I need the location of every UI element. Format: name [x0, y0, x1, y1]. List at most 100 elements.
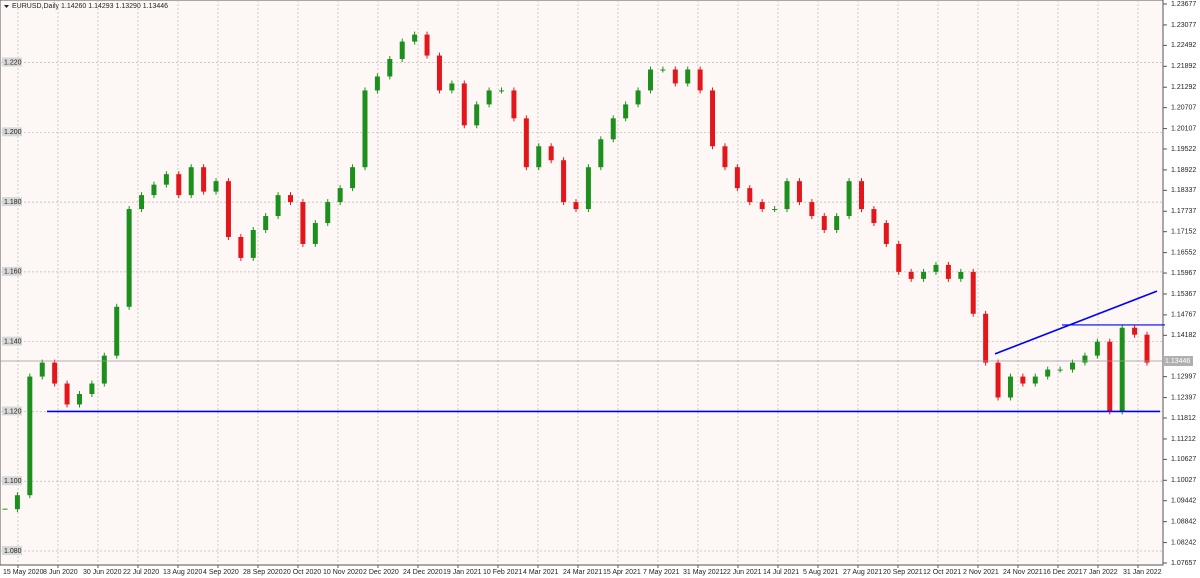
y-tick-label: 1.10027: [1171, 477, 1196, 484]
x-tick-label: 7 Jan 2022: [1083, 569, 1118, 576]
candle: [573, 202, 579, 210]
y-tick-label: 1.17152: [1171, 229, 1196, 236]
candle: [685, 69, 691, 84]
candle: [896, 243, 902, 272]
x-tick-label: 24 Nov 2021: [1003, 569, 1043, 576]
candle: [796, 181, 802, 203]
candle: [635, 90, 641, 105]
x-tick-label: 31 May 2021: [683, 569, 724, 576]
level-label-bg: [2, 546, 22, 556]
candle: [325, 202, 331, 224]
candle: [275, 195, 281, 217]
x-tick-label: 24 Dec 2020: [403, 569, 443, 576]
level-label: 1.080: [4, 548, 22, 555]
candle: [412, 34, 418, 42]
y-tick-label: 1.20707: [1171, 104, 1196, 111]
candle: [1032, 376, 1038, 384]
candle: [1070, 362, 1076, 370]
candle: [449, 83, 455, 91]
candle: [176, 174, 182, 196]
x-tick-label: 16 Dec 2021: [1043, 569, 1083, 576]
y-tick-label: 1.14182: [1171, 332, 1196, 339]
candle: [461, 83, 467, 126]
candle: [101, 355, 107, 384]
level-label-bg: [2, 406, 22, 416]
x-tick-label: 28 Sep 2020: [243, 569, 283, 576]
candle: [647, 69, 653, 91]
y-tick-label: 1.09442: [1171, 498, 1196, 505]
candle: [734, 167, 740, 189]
candle: [710, 90, 716, 147]
candle: [39, 362, 45, 377]
y-tick-label: 1.14767: [1171, 312, 1196, 319]
candle: [126, 209, 132, 307]
y-tick-label: 1.15967: [1171, 270, 1196, 277]
x-tick-label: 30 Jun 2020: [83, 569, 122, 576]
candle: [300, 202, 306, 244]
candle: [312, 223, 318, 244]
candle: [486, 90, 492, 105]
candle: [1107, 341, 1113, 412]
x-tick-label: 13 Aug 2020: [163, 569, 202, 576]
y-tick-label: 1.19522: [1171, 146, 1196, 153]
candle: [859, 181, 864, 210]
trend-line: [994, 290, 1158, 355]
y-tick-label: 1.23677: [1171, 1, 1196, 8]
x-tick-label: 20 Sep 2021: [883, 569, 923, 576]
candle: [1132, 327, 1138, 335]
level-label-bg: [2, 197, 22, 207]
candle: [139, 195, 145, 210]
y-tick-label: 1.07657: [1171, 560, 1196, 567]
plot-area: [0, 0, 1164, 566]
candle: [548, 146, 554, 161]
candle: [225, 181, 231, 237]
candle: [362, 90, 368, 168]
candle: [499, 90, 505, 92]
candle: [784, 181, 790, 210]
candle: [1007, 376, 1013, 398]
candle: [250, 230, 256, 258]
candle: [374, 76, 380, 91]
candle: [809, 202, 815, 217]
candle: [213, 181, 219, 192]
candle: [821, 216, 827, 231]
y-tick-label: 1.18922: [1171, 167, 1196, 174]
x-tick-label: 15 May 2020: [3, 569, 44, 576]
x-tick-label: 4 Sep 2020: [203, 569, 239, 576]
candle: [1144, 334, 1150, 363]
candle: [536, 146, 542, 168]
candle: [871, 209, 877, 224]
candle: [970, 271, 976, 314]
x-tick-label: 15 Apr 2021: [603, 569, 641, 576]
candle: [747, 188, 753, 203]
y-tick-label: 1.20107: [1171, 125, 1196, 132]
y-tick-label: 1.23077: [1171, 22, 1196, 29]
y-tick-label: 1.21892: [1171, 63, 1196, 70]
y-tick-label: 1.22492: [1171, 42, 1196, 49]
menu-arrow[interactable]: [4, 5, 9, 8]
y-tick-label: 1.08242: [1171, 539, 1196, 546]
x-tick-label: 19 Jan 2021: [443, 569, 482, 576]
candle: [598, 139, 604, 168]
candle: [846, 181, 852, 217]
candle: [64, 383, 70, 405]
x-tick-label: 10 Feb 2021: [483, 569, 522, 576]
candle: [722, 146, 728, 168]
candle: [163, 174, 169, 185]
level-label-bg: [2, 127, 22, 137]
candle: [27, 376, 33, 496]
candle: [523, 118, 529, 168]
candle: [921, 271, 927, 279]
candle: [1082, 355, 1088, 363]
candle: [759, 202, 765, 210]
candle: [387, 59, 393, 77]
x-tick-label: 8 Jun 2020: [43, 569, 78, 576]
level-label: 1.100: [4, 478, 22, 485]
x-tick-label: 27 Aug 2021: [843, 569, 882, 576]
y-tick-label: 1.21292: [1171, 84, 1196, 91]
level-label-bg: [2, 336, 22, 346]
candle: [474, 104, 480, 126]
y-tick-label: 1.10627: [1171, 456, 1196, 463]
x-tick-label: 4 Mar 2021: [523, 569, 559, 576]
